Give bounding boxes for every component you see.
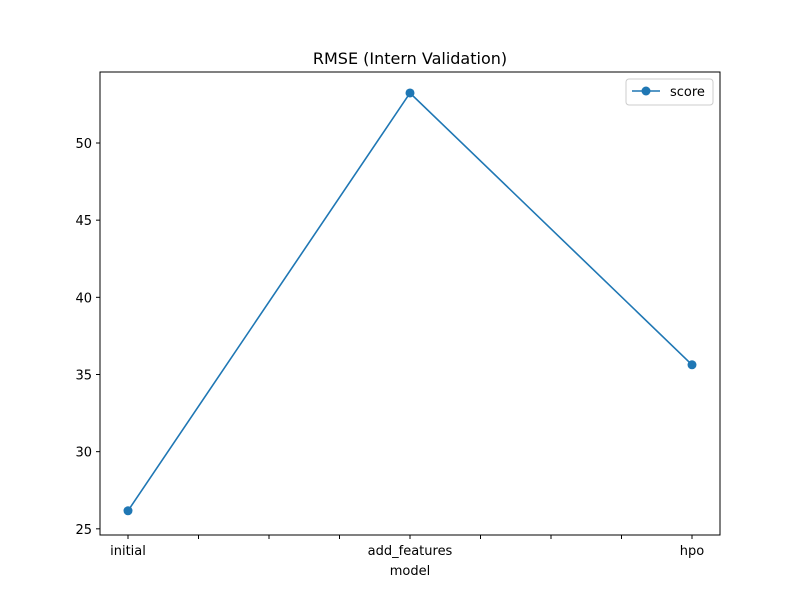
x-tick-label: initial [110, 544, 146, 559]
series-line-score [127, 91, 693, 512]
y-tick-label: 40 [75, 291, 92, 306]
y-tick-label: 25 [75, 523, 92, 538]
y-axis: 25 30 35 40 45 50 [75, 137, 100, 538]
y-tick-label: 50 [75, 137, 92, 152]
x-axis: initial add_features hpo [110, 535, 704, 559]
y-tick-label: 30 [75, 446, 92, 461]
legend-point-marker [641, 86, 651, 96]
chart-title: RMSE (Intern Validation) [313, 49, 507, 68]
data-point-initial [123, 506, 133, 516]
series-layer [123, 88, 697, 516]
data-point-add_features [405, 88, 415, 98]
legend: score [625, 78, 714, 106]
data-point-hpo [687, 360, 697, 370]
x-tick-label: hpo [680, 544, 704, 559]
legend-entry-score: score [670, 85, 705, 100]
legend-box [625, 78, 714, 106]
plot-frame [99, 71, 721, 536]
x-axis-label: model [390, 564, 430, 579]
y-tick-label: 35 [75, 368, 92, 383]
y-tick-label: 45 [75, 214, 92, 229]
x-tick-label: add_features [368, 544, 453, 559]
